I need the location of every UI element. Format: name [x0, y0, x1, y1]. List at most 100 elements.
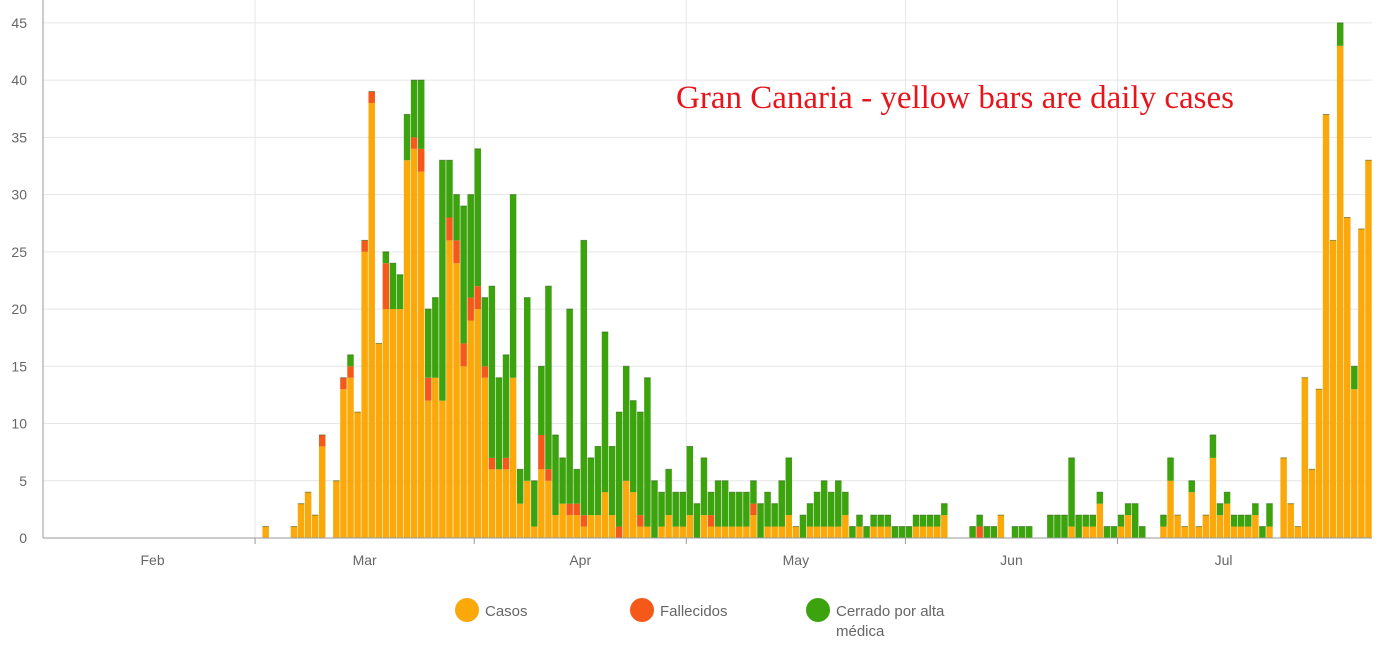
bar-casos [509, 377, 517, 538]
y-tick-label: 10 [11, 416, 27, 432]
bar-cerrado [601, 331, 609, 493]
bar-cerrado [835, 480, 842, 527]
bar-cerrado [1188, 480, 1195, 493]
bar-cerrado [764, 492, 771, 527]
bar-casos [432, 377, 439, 538]
bar-casos [1096, 503, 1104, 538]
bar-cerrado [941, 503, 948, 516]
bar-fallecidos [340, 377, 347, 390]
bar-cerrado [743, 492, 750, 527]
bar-fallecidos [460, 343, 467, 367]
bar-cerrado [1139, 526, 1146, 538]
bar-cerrado [1054, 515, 1061, 538]
bar-fallecidos [318, 434, 326, 447]
bar-casos [1082, 526, 1089, 538]
bar-cerrado [983, 526, 990, 538]
bar-casos [375, 343, 383, 538]
bar-casos [333, 480, 340, 538]
bar-casos [573, 515, 580, 538]
bar-cerrado [446, 160, 453, 218]
bar-cerrado [460, 206, 467, 344]
bar-cerrado [1061, 515, 1068, 538]
bar-casos [1160, 526, 1167, 538]
bar-cerrado [417, 80, 425, 149]
bar-cerrado [389, 263, 397, 310]
bar-cerrado [403, 114, 411, 161]
bar-casos [934, 526, 941, 538]
bar-casos [516, 503, 524, 538]
bar-casos [1308, 469, 1316, 538]
bar-casos [1315, 389, 1323, 538]
legend-item-casos[interactable]: Casos [455, 598, 528, 622]
bar-fallecidos [410, 137, 418, 149]
bar-casos [884, 526, 891, 538]
legend-item-fallecidos[interactable]: Fallecidos [630, 598, 728, 622]
bar-cerrado [516, 469, 524, 504]
bar-cerrado [566, 309, 573, 504]
bar-fallecidos [474, 286, 481, 310]
bar-cerrado [693, 503, 701, 538]
bar-casos [919, 526, 927, 538]
bar-casos [552, 515, 559, 538]
bar-casos [290, 526, 298, 538]
bar-casos [1230, 526, 1238, 538]
bar-casos [1174, 515, 1181, 538]
bar-casos [531, 526, 538, 538]
bar-fallecidos [502, 457, 510, 470]
bar-casos [1344, 217, 1351, 538]
axes: 0 5 10 15 20 25 30 35 40 45 Feb Mar Apr May Jun Jul [11, 0, 1372, 568]
chart: 0 5 10 15 20 25 30 35 40 45 Feb Mar Apr May Jun Jul [11, 0, 1372, 568]
bar-casos [1266, 526, 1273, 538]
bar-cerrado [425, 309, 432, 378]
bar-casos [594, 515, 602, 538]
bar-casos [686, 515, 694, 538]
bar-cerrado [644, 377, 651, 527]
bar-casos [856, 526, 863, 538]
bar-cerrado [700, 457, 708, 516]
bar-cerrado [856, 515, 863, 527]
bar-cerrado [580, 240, 588, 516]
bar-cerrado [347, 354, 354, 367]
bar-casos [941, 515, 948, 538]
bar-cerrado [1160, 515, 1167, 527]
bar-cerrado [382, 251, 390, 264]
bar-casos [545, 480, 552, 538]
bar-casos [382, 309, 390, 538]
bar-casos [453, 263, 460, 538]
bar-cerrado [863, 526, 870, 538]
x-tick-label: Mar [353, 552, 377, 568]
bar-casos [700, 515, 708, 538]
bar-cerrado [778, 480, 785, 527]
bar-cerrado [538, 366, 545, 435]
legend-item-cerrado[interactable]: Cerrado por alta médica [806, 598, 971, 642]
bar-cerrado [559, 457, 566, 504]
bar-cerrado [637, 412, 644, 516]
bar-cerrado [1351, 366, 1358, 390]
bars [262, 22, 1372, 539]
bar-cerrado [1336, 22, 1344, 46]
bar-cerrado [1131, 503, 1139, 538]
bar-cerrado [1096, 492, 1104, 504]
bar-cerrado [439, 160, 446, 401]
x-tick-label: May [783, 552, 809, 568]
bar-cerrado [410, 80, 418, 138]
bar-casos [1216, 515, 1224, 538]
bar-fallecidos [637, 515, 644, 527]
bar-cerrado [545, 286, 552, 470]
bar-cerrado [1047, 515, 1054, 538]
bar-cerrado [665, 469, 672, 516]
bar-casos [368, 103, 375, 539]
bar-cerrado [622, 366, 630, 481]
bar-casos [1089, 526, 1097, 538]
bar-casos [912, 526, 920, 538]
bar-casos [318, 446, 326, 538]
bar-casos [679, 526, 686, 538]
bar-fallecidos [545, 469, 552, 481]
y-tick-label: 45 [11, 15, 27, 31]
bar-casos [1336, 45, 1344, 539]
bar-fallecidos [488, 457, 496, 470]
bar-fallecidos [538, 434, 545, 470]
bar-casos [1237, 526, 1245, 538]
bar-cerrado [587, 457, 595, 516]
bar-cerrado [1117, 515, 1125, 527]
